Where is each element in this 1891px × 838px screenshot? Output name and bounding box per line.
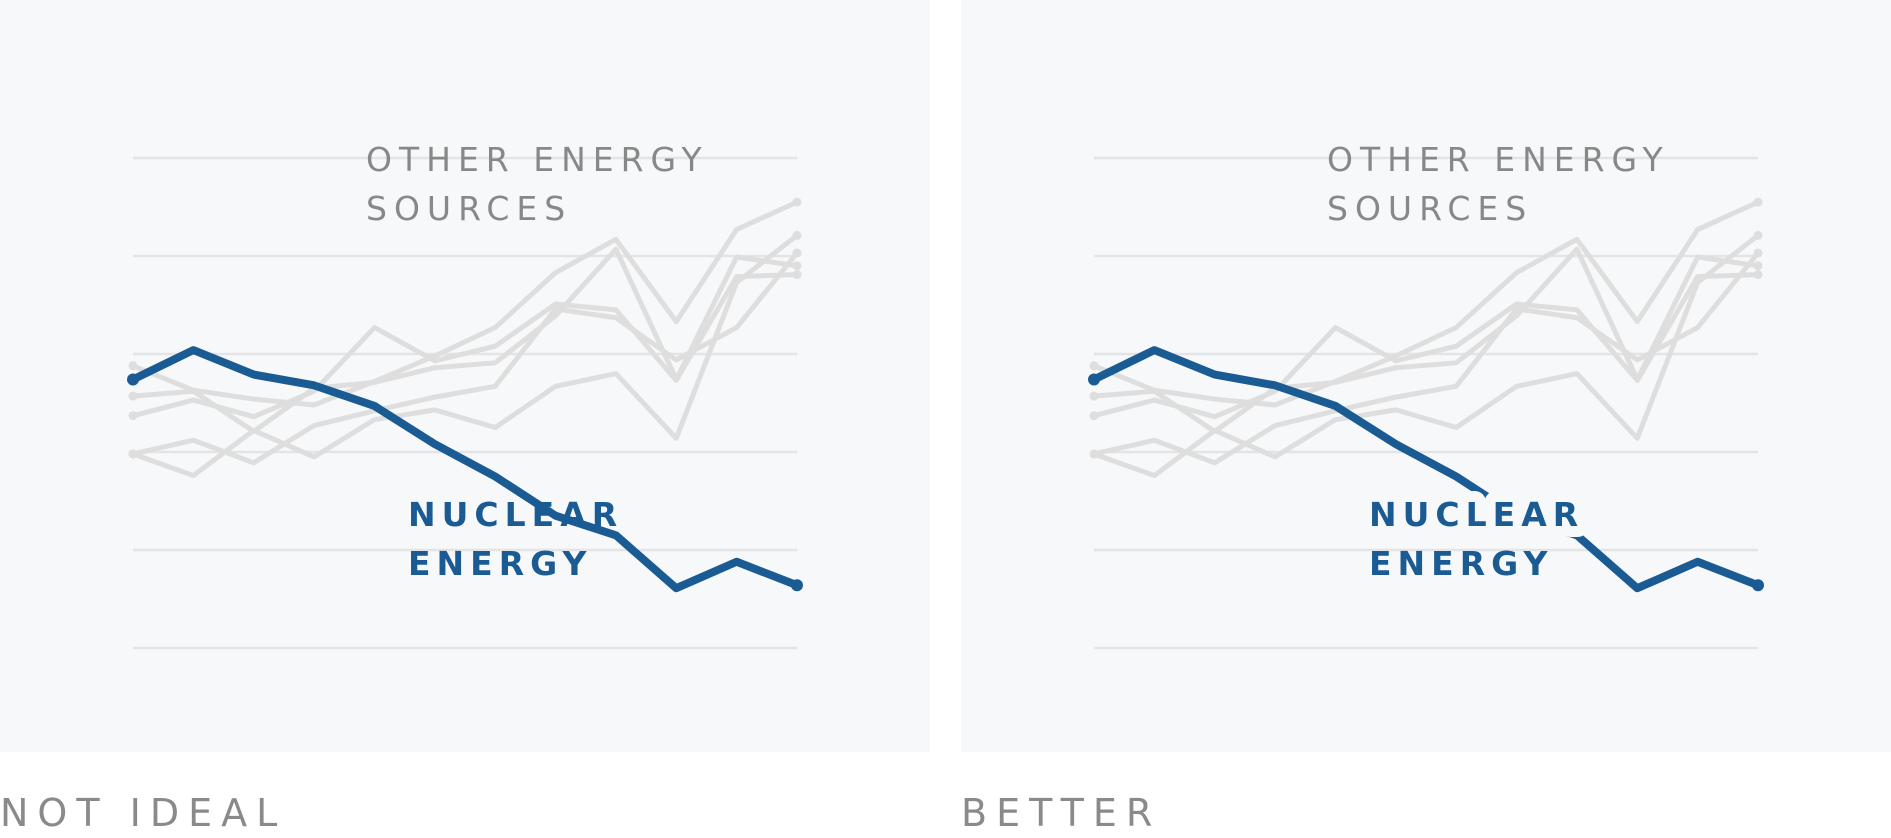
- panel-caption: NOT IDEAL: [0, 791, 286, 835]
- other-energy-series-endpoint: [128, 411, 138, 421]
- other-energy-series-line-5: [1091, 246, 1761, 434]
- nuclear-energy-series-endpoint: [791, 579, 803, 592]
- other-energy-series-endpoint: [1089, 449, 1099, 459]
- other-energy-series-endpoint: [128, 449, 138, 459]
- nuclear-energy-label-line: NUCLEAR: [408, 495, 623, 534]
- nuclear-energy-series-endpoint: [1752, 579, 1764, 592]
- other-energy-series-endpoint: [792, 230, 802, 240]
- other-energy-series-endpoint: [1753, 230, 1763, 240]
- other-energy-label-line: OTHER ENERGY: [1327, 140, 1670, 179]
- other-energy-series-endpoint: [1089, 361, 1099, 371]
- other-energy-series-line-1: [1091, 199, 1761, 408]
- other-energy-series-endpoint: [1753, 248, 1763, 258]
- other-energy-series-line-3: [1091, 232, 1761, 479]
- nuclear-energy-series-endpoint: [127, 373, 139, 386]
- other-energy-label-line: OTHER ENERGY: [366, 140, 709, 179]
- other-energy-label-line: SOURCES: [366, 189, 572, 228]
- other-energy-label: OTHER ENERGY SOURCES: [1327, 140, 1670, 228]
- nuclear-energy-label: NUCLEAR ENERGY: [408, 495, 623, 583]
- nuclear-energy-series-endpoint: [1088, 373, 1100, 386]
- panel-caption: BETTER: [961, 791, 1161, 835]
- other-energy-series-endpoint: [1753, 270, 1763, 280]
- other-energy-series-line-1: [130, 199, 800, 408]
- chart-panel-1: OTHER ENERGY SOURCES NUCLEAR ENERGY NOT IDEA…: [0, 0, 930, 835]
- other-energy-label-line: SOURCES: [1327, 189, 1533, 228]
- nuclear-energy-series-line: [1090, 346, 1762, 593]
- other-energy-series-endpoint: [1089, 411, 1099, 421]
- nuclear-energy-label-line: ENERGY: [408, 544, 592, 583]
- other-energy-label: OTHER ENERGY SOURCES: [366, 140, 709, 228]
- other-energy-series-endpoint: [128, 391, 138, 401]
- other-energy-series-endpoint: [1753, 197, 1763, 207]
- nuclear-energy-label-line: ENERGY: [1369, 544, 1553, 583]
- other-energy-series-endpoint: [792, 197, 802, 207]
- other-energy-series-endpoint: [128, 361, 138, 371]
- nuclear-energy-label-line: NUCLEAR: [1369, 495, 1584, 534]
- other-energy-series-endpoint: [1089, 391, 1099, 401]
- other-energy-series-endpoint: [1753, 261, 1763, 271]
- other-energy-series-line-5: [130, 246, 800, 434]
- other-energy-series-endpoint: [792, 261, 802, 271]
- series-lines: [1089, 197, 1763, 479]
- series-lines: [128, 197, 802, 479]
- other-energy-series-endpoint: [792, 270, 802, 280]
- other-energy-series-endpoint: [792, 248, 802, 258]
- nuclear-energy-label: NUCLEAR ENERGY: [1369, 495, 1584, 583]
- chart-panel-2: NUCLEAR ENERGY OTHER ENERGY SOURCES NUCLEAR E…: [961, 0, 1891, 835]
- other-energy-series-line-3: [130, 232, 800, 479]
- nuclear-energy-series-line: [129, 346, 801, 593]
